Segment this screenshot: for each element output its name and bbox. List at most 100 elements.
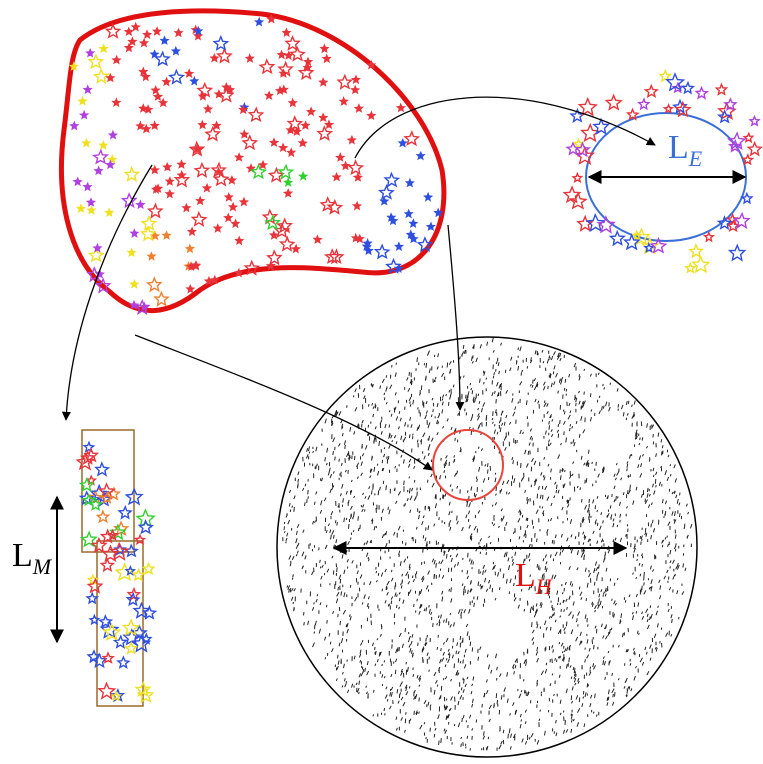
- star: [285, 190, 292, 196]
- star: [195, 164, 208, 177]
- star: [211, 55, 218, 61]
- star: [137, 510, 154, 526]
- star: [337, 154, 344, 160]
- star: [215, 225, 222, 231]
- star: [126, 44, 133, 50]
- star: [308, 108, 315, 115]
- star: [268, 251, 281, 264]
- star: [155, 293, 168, 306]
- star: [730, 245, 745, 260]
- star: [198, 84, 211, 97]
- star: [321, 45, 328, 51]
- star: [716, 84, 726, 94]
- star: [323, 55, 330, 61]
- star: [611, 232, 625, 245]
- star: [88, 199, 95, 205]
- star: [215, 169, 222, 175]
- star: [101, 559, 113, 571]
- star: [573, 174, 582, 182]
- star: [318, 127, 331, 140]
- star: [213, 122, 220, 128]
- diagram: LE LH LM: [0, 0, 763, 764]
- star: [178, 161, 185, 167]
- star: [148, 253, 155, 259]
- star: [268, 263, 275, 269]
- star: [256, 19, 263, 25]
- star: [417, 153, 424, 159]
- star: [299, 140, 306, 146]
- star: [197, 197, 204, 203]
- star: [166, 191, 173, 197]
- star: [151, 122, 158, 128]
- star: [163, 79, 170, 85]
- star: [131, 302, 138, 308]
- star: [260, 60, 273, 73]
- label-sub: M: [32, 554, 53, 579]
- particle-field: [283, 337, 692, 750]
- star: [129, 38, 136, 44]
- star: [639, 99, 649, 109]
- star: [266, 92, 273, 98]
- star: [131, 281, 138, 287]
- star: [428, 223, 435, 229]
- star: [314, 236, 321, 242]
- star: [84, 86, 91, 92]
- star: [191, 78, 198, 84]
- star: [187, 245, 194, 251]
- arrow: [448, 225, 460, 410]
- star: [320, 79, 327, 85]
- dashes: [283, 337, 692, 750]
- star: [126, 28, 133, 34]
- star: [690, 245, 703, 257]
- star: [106, 209, 113, 215]
- star: [352, 87, 359, 93]
- star: [398, 104, 405, 110]
- star: [285, 179, 292, 186]
- star: [333, 174, 340, 180]
- star: [353, 76, 360, 82]
- star: [133, 570, 144, 581]
- star: [206, 127, 219, 140]
- star: [405, 132, 418, 145]
- star: [340, 98, 347, 104]
- stars: [71, 16, 762, 702]
- star: [175, 30, 182, 36]
- star: [74, 178, 81, 184]
- star: [78, 205, 85, 211]
- star: [385, 173, 398, 186]
- star: [289, 99, 296, 105]
- star: [113, 99, 120, 105]
- star: [152, 87, 159, 93]
- star: [95, 167, 102, 173]
- star: [100, 45, 107, 51]
- star: [743, 155, 752, 164]
- star: [278, 219, 291, 232]
- star: [348, 137, 355, 143]
- star: [570, 193, 586, 208]
- star: [271, 232, 278, 238]
- star: [320, 114, 327, 120]
- label-main: L: [668, 129, 689, 166]
- star: [243, 136, 256, 149]
- star: [154, 28, 161, 34]
- star: [97, 511, 108, 522]
- star: [113, 57, 120, 63]
- star: [125, 168, 138, 181]
- star: [686, 264, 695, 273]
- star: [226, 194, 233, 200]
- star: [193, 262, 200, 268]
- star: [136, 535, 145, 543]
- star: [87, 50, 94, 56]
- star: [750, 117, 759, 126]
- star: [218, 49, 231, 62]
- star: [407, 180, 414, 186]
- star: [189, 228, 196, 234]
- star: [696, 88, 707, 99]
- star: [288, 149, 295, 155]
- star: [229, 177, 236, 183]
- star: [186, 70, 193, 76]
- star: [205, 106, 212, 112]
- star: [89, 55, 102, 68]
- star: [279, 166, 292, 179]
- star: [232, 220, 239, 226]
